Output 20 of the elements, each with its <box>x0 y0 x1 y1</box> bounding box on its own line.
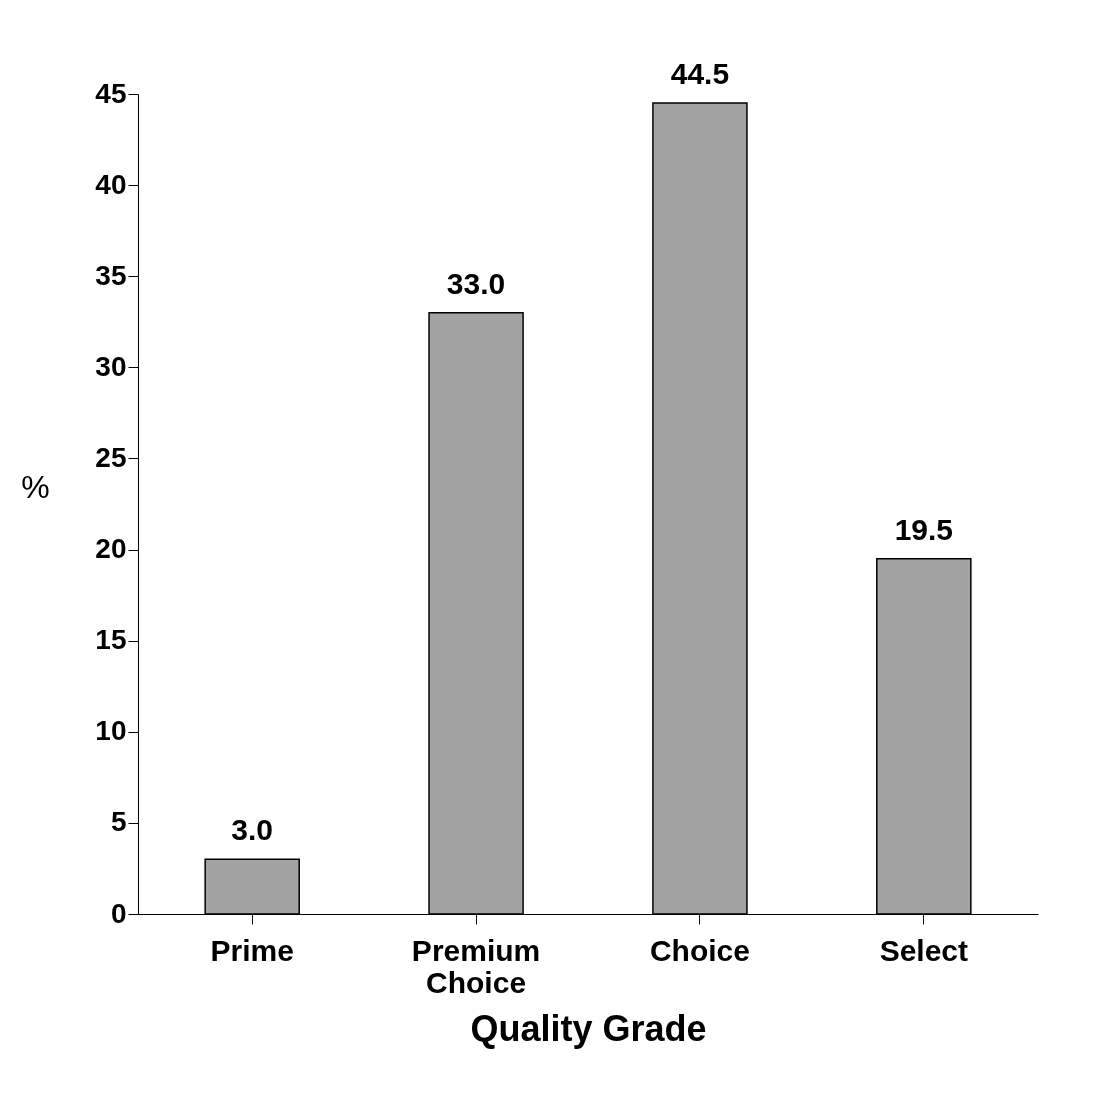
data-label: 19.5 <box>894 512 954 546</box>
y-tick-label: 20 <box>95 533 127 565</box>
y-tick-label: 10 <box>95 715 127 747</box>
data-label: 44.5 <box>670 57 730 91</box>
y-tick-label: 45 <box>95 77 127 109</box>
x-axis-title: Quality Grade <box>470 1007 707 1049</box>
x-tick-label: Prime <box>210 933 294 967</box>
x-tick-label: Choice <box>649 933 750 967</box>
y-tick-label: 5 <box>110 806 127 838</box>
x-tick-label: Select <box>879 933 969 967</box>
y-tick-label: 40 <box>95 168 127 200</box>
y-axis-title: % <box>21 468 50 505</box>
y-tick-label: 35 <box>95 259 127 291</box>
data-label: 33.0 <box>446 266 506 300</box>
y-tick-label: 25 <box>95 441 127 473</box>
x-tick-label: Premium Choice <box>411 933 541 999</box>
y-tick-label: 30 <box>95 350 127 382</box>
data-label: 3.0 <box>231 813 274 847</box>
y-tick-label: 0 <box>110 897 127 929</box>
y-tick-label: 15 <box>95 624 127 656</box>
